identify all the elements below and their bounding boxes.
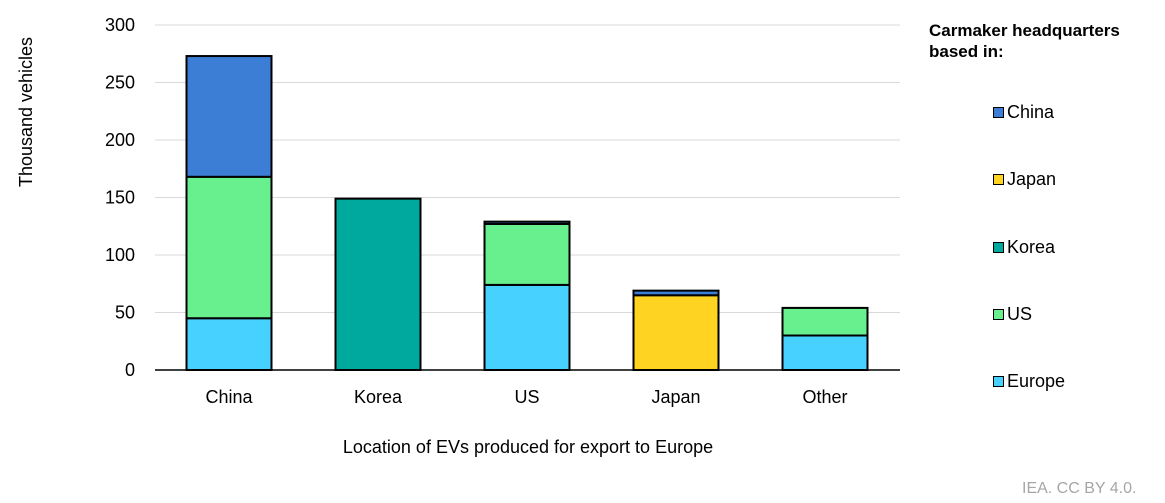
y-axis-ticks: 0 50 100 150 200 250 300 [105, 15, 135, 380]
y-tick-label: 250 [105, 73, 135, 93]
x-axis-title: Location of EVs produced for export to E… [343, 437, 713, 457]
legend-item-china: China [993, 102, 1054, 123]
gridlines [155, 24, 900, 313]
legend-label: Korea [1007, 237, 1056, 257]
bar-segment-korea-korea [334, 197, 422, 371]
legend-swatch [993, 174, 1004, 185]
legend-title: Carmaker headquarters based in: [929, 21, 1120, 61]
bar-segment-japan-china [632, 289, 720, 297]
bar-segment-us-china [483, 220, 571, 225]
y-axis-title: Thousand vehicles [16, 37, 36, 187]
bar-segment-china-china [185, 55, 273, 178]
x-tick-label: Korea [354, 387, 403, 407]
legend-label: Japan [1007, 169, 1057, 189]
source-credit: IEA. CC BY 4.0. [1022, 480, 1137, 497]
y-tick-label: 50 [115, 303, 135, 323]
y-tick-label: 300 [105, 15, 135, 35]
legend-item-europe: Europe [993, 371, 1065, 392]
legend-item-japan: Japan [993, 169, 1056, 190]
x-axis-ticks: China Korea US Japan Other [205, 387, 847, 407]
legend: Carmaker headquarters based in: China Jap… [929, 20, 1165, 391]
stacked-bar-chart: 0 50 100 150 200 250 300 China Korea US Japan Othe… [16, 15, 900, 457]
bar-segment-us-europe [483, 283, 571, 371]
bar-segment-china-us [185, 175, 273, 320]
legend-label: Europe [1007, 371, 1066, 391]
bar-segment-us-us [483, 222, 571, 286]
legend-swatch [993, 242, 1004, 253]
y-tick-label: 150 [105, 188, 135, 208]
legend-label: US [1007, 304, 1033, 324]
bar-segment-japan-japan [632, 294, 720, 371]
bar-segment-other-europe [781, 334, 869, 371]
y-tick-label: 100 [105, 245, 135, 265]
y-tick-label: 0 [125, 360, 135, 380]
legend-label: China [1007, 102, 1055, 122]
legend-item-us: US [993, 304, 1032, 325]
legend-swatch [993, 107, 1004, 118]
x-tick-label: Japan [651, 387, 700, 407]
x-tick-label: Other [802, 387, 847, 407]
legend-swatch [993, 376, 1004, 387]
bar-segment-other-us [781, 306, 869, 337]
legend-item-korea: Korea [993, 237, 1055, 258]
y-tick-label: 200 [105, 130, 135, 150]
legend-swatch [993, 309, 1004, 320]
x-tick-label: China [205, 387, 253, 407]
bar-segment-china-europe [185, 317, 273, 371]
bars [185, 55, 869, 371]
x-tick-label: US [514, 387, 539, 407]
